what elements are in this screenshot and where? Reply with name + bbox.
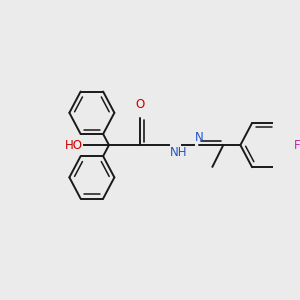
- Text: O: O: [136, 98, 145, 111]
- Text: F: F: [293, 139, 300, 152]
- Text: NH: NH: [170, 146, 188, 159]
- Text: HO: HO: [65, 139, 83, 152]
- Text: N: N: [195, 131, 204, 144]
